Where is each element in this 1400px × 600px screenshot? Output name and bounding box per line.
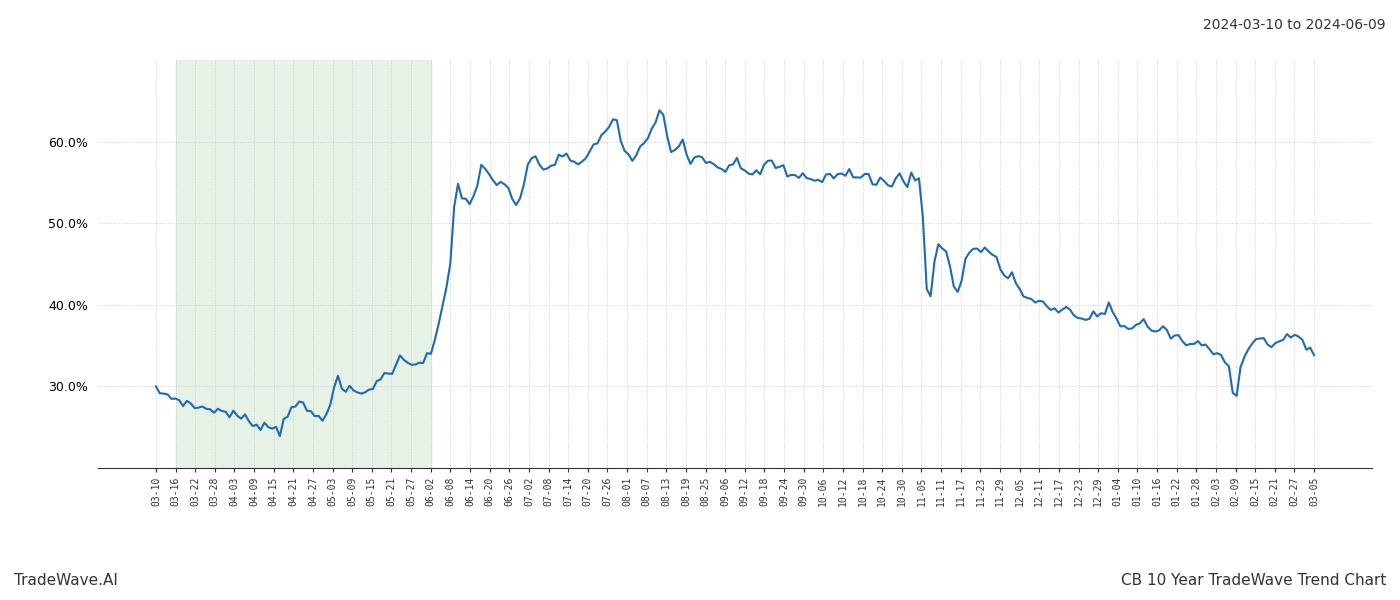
Text: TradeWave.AI: TradeWave.AI — [14, 573, 118, 588]
Bar — [175, 60, 431, 468]
Text: 2024-03-10 to 2024-06-09: 2024-03-10 to 2024-06-09 — [1204, 18, 1386, 32]
Text: CB 10 Year TradeWave Trend Chart: CB 10 Year TradeWave Trend Chart — [1120, 573, 1386, 588]
